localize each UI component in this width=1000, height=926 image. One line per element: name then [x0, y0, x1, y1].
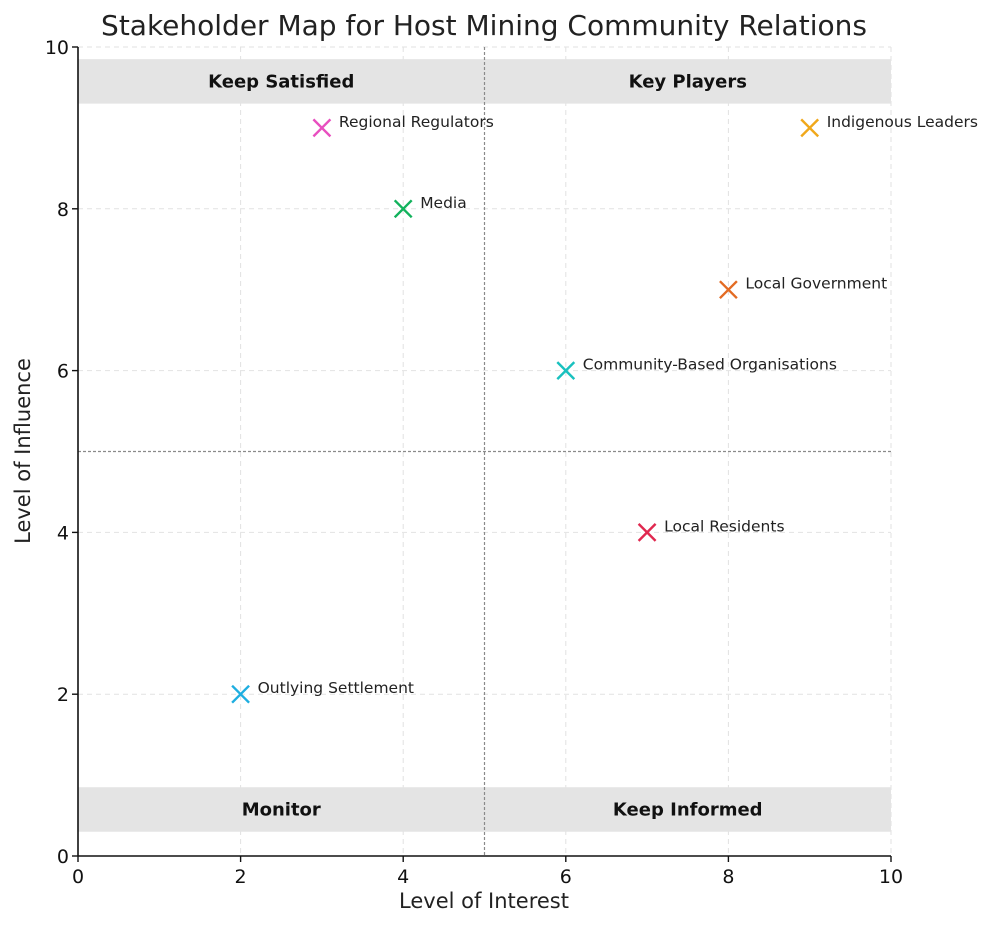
- x-tick-label: 8: [722, 866, 734, 888]
- quadrant-band-1: [484, 59, 891, 104]
- data-point: Media: [393, 194, 467, 219]
- y-tick-label: 10: [45, 37, 69, 59]
- x-marker: [637, 523, 657, 542]
- quadrant-band-2: [78, 787, 485, 832]
- data-point: Local Government: [719, 275, 887, 300]
- quadrant-dividers: [78, 47, 891, 856]
- x-marker: [800, 118, 820, 138]
- x-marker: [312, 118, 332, 138]
- chart-title: Stakeholder Map for Host Mining Communit…: [101, 9, 867, 42]
- quadrant-label: Keep Satisfied: [208, 71, 354, 92]
- point-label: Local Residents: [664, 517, 784, 535]
- axes: [77, 47, 891, 857]
- x-marker: [393, 199, 413, 219]
- data-point: Outlying Settlement: [231, 679, 414, 704]
- y-tick-label: 6: [57, 361, 69, 383]
- point-label: Outlying Settlement: [258, 679, 414, 697]
- point-label: Media: [420, 194, 467, 212]
- quadrant-band-0: [78, 59, 485, 104]
- x-marker: [719, 280, 738, 300]
- quadrant-band-3: [484, 787, 891, 832]
- quadrant-label: Key Players: [629, 71, 747, 92]
- point-label: Regional Regulators: [339, 113, 494, 131]
- data-points: Regional Regulators Indigenous Leaders Med…: [231, 113, 978, 704]
- quadrant-label: Monitor: [242, 799, 321, 820]
- x-tick-label: 2: [235, 866, 247, 888]
- x-axis-label: Level of Interest: [399, 889, 569, 913]
- x-tick-label: 10: [879, 866, 903, 888]
- point-label: Local Government: [745, 275, 887, 293]
- data-point: Local Residents: [637, 517, 785, 542]
- y-tick-label: 0: [57, 846, 69, 868]
- y-tick-label: 8: [57, 199, 69, 221]
- quadrant-bands: Keep Satisfied Key Players Monitor Keep Inf…: [78, 59, 891, 832]
- x-marker: [556, 361, 576, 380]
- y-tick-label: 4: [57, 522, 69, 544]
- point-label: Indigenous Leaders: [827, 113, 978, 131]
- x-tick-label: 6: [560, 866, 572, 888]
- data-point: Regional Regulators: [312, 113, 494, 138]
- data-point: Indigenous Leaders: [800, 113, 978, 138]
- x-marker: [231, 684, 250, 704]
- quadrant-label: Keep Informed: [613, 799, 763, 820]
- tick-labels: 0 2 4 6 8 10 0 2 4 6 8 10: [45, 37, 903, 888]
- data-point: Community-Based Organisations: [556, 356, 837, 380]
- y-tick-label: 2: [57, 684, 69, 706]
- y-axis-label: Level of Influence: [11, 358, 35, 544]
- x-tick-label: 0: [72, 866, 84, 888]
- point-label: Community-Based Organisations: [583, 356, 837, 374]
- x-tick-label: 4: [397, 866, 409, 888]
